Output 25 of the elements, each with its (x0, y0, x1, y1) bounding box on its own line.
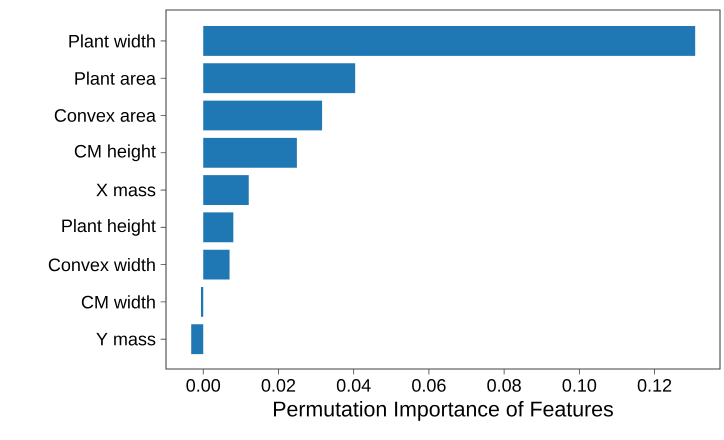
bar (203, 175, 249, 205)
x-tick-label: 0.08 (487, 379, 521, 392)
bar (203, 26, 696, 56)
y-tick-label: CM width (82, 295, 155, 308)
y-tick-label: Plant width (69, 34, 155, 48)
x-axis-title: Permutation Importance of Features (274, 400, 613, 421)
x-tick-label: 0.00 (186, 379, 220, 392)
y-tick-label: Convex width (48, 258, 155, 272)
bar (203, 250, 230, 280)
y-tick-label: Plant area (75, 72, 156, 85)
bar (191, 324, 204, 354)
x-tick-label: 0.06 (412, 379, 446, 392)
y-tick-label: Plant height (62, 218, 156, 236)
bar (203, 63, 356, 94)
x-tick-label: 0.04 (336, 379, 371, 392)
x-tick-label: 0.10 (562, 379, 596, 392)
bar (203, 138, 297, 168)
x-tick-label: 0.12 (638, 379, 672, 392)
y-tick-label: Y mass (96, 332, 156, 346)
y-tick-label: X mass (96, 184, 156, 196)
x-tick-label: 0.02 (262, 379, 296, 392)
y-tick-label: Convex area (54, 109, 156, 122)
bar (203, 212, 234, 242)
y-tick-label: CM height (74, 144, 156, 162)
bar (203, 100, 322, 130)
